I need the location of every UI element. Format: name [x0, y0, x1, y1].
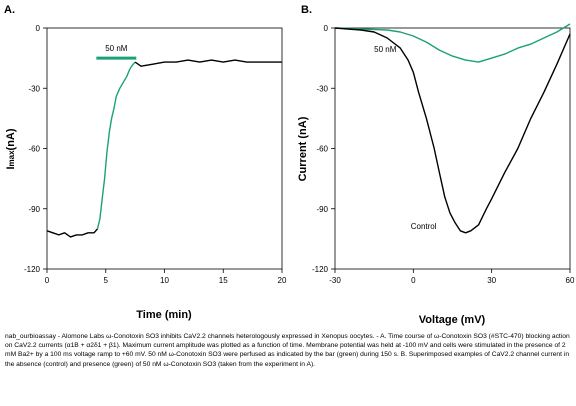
- panel-b-label: B.: [301, 4, 312, 16]
- panel-a-series-line-2: [134, 59, 282, 67]
- panel-b-iv-curves: B. -30 0 30 60 0 -30 -60 -90 -120 50 nM Control V…: [297, 4, 575, 326]
- panel-b-x-tick-label: 0: [411, 276, 416, 285]
- panel-b-series-line-50-nm: [334, 23, 571, 63]
- panel-a-x-tick-label: 20: [278, 276, 287, 285]
- panel-a-x-tick-label: 0: [45, 276, 50, 285]
- panel-b-x-axis-title: Voltage (mV): [419, 314, 486, 326]
- panel-b-series-line-control: [334, 27, 571, 234]
- panel-a-series-line-0: [46, 228, 99, 238]
- panel-b-y-tick-label: -60: [316, 145, 328, 154]
- panel-a-x-axis-title: Time (min): [136, 309, 192, 321]
- panel-b-annotation: 50 nM: [374, 45, 397, 54]
- panel-a-perfusion-bar-label: 50 nM: [105, 44, 128, 53]
- panel-a-time-course: A. 0 5 10 15 20 0 -30 -60 -90 -120 50 nM Time (mi…: [4, 4, 287, 321]
- panel-b-annotation: Control: [411, 222, 437, 231]
- panel-a-label: A.: [4, 4, 15, 16]
- panel-b-y-tick-label: -90: [316, 205, 328, 214]
- panel-b-x-tick-label: 30: [487, 276, 496, 285]
- panel-a-y-tick-label: -90: [28, 205, 40, 214]
- figure-caption: nab_ourbioassay - Alomone Labs ω-Conotox…: [5, 333, 570, 368]
- panel-a-y-tick-label: -30: [28, 84, 40, 93]
- panel-a-y-axis-title: Imax(nA): [5, 128, 17, 169]
- figure: A. 0 5 10 15 20 0 -30 -60 -90 -120 50 nM Time (mi…: [4, 4, 575, 326]
- panel-b-plot-frame: [334, 27, 571, 270]
- panel-a-x-tick-label: 15: [219, 276, 228, 285]
- panel-a-series-line-1: [96, 61, 136, 229]
- panel-b-x-tick-label: 60: [566, 276, 575, 285]
- panel-b-y-tick-label: 0: [324, 24, 329, 33]
- panel-b-y-axis-title: Current (nA): [297, 116, 309, 181]
- panel-a-y-tick-label: 0: [36, 24, 41, 33]
- panel-b-y-tick-label: -120: [312, 265, 329, 274]
- panel-a-x-tick-label: 10: [160, 276, 169, 285]
- panel-b-x-tick-label: -30: [329, 276, 341, 285]
- panel-a-y-tick-label: -60: [28, 145, 40, 154]
- panel-a-y-tick-label: -120: [24, 265, 41, 274]
- panel-a-x-tick-label: 5: [104, 276, 109, 285]
- panel-b-y-tick-label: -30: [316, 84, 328, 93]
- panel-a-plot-frame: [46, 27, 283, 270]
